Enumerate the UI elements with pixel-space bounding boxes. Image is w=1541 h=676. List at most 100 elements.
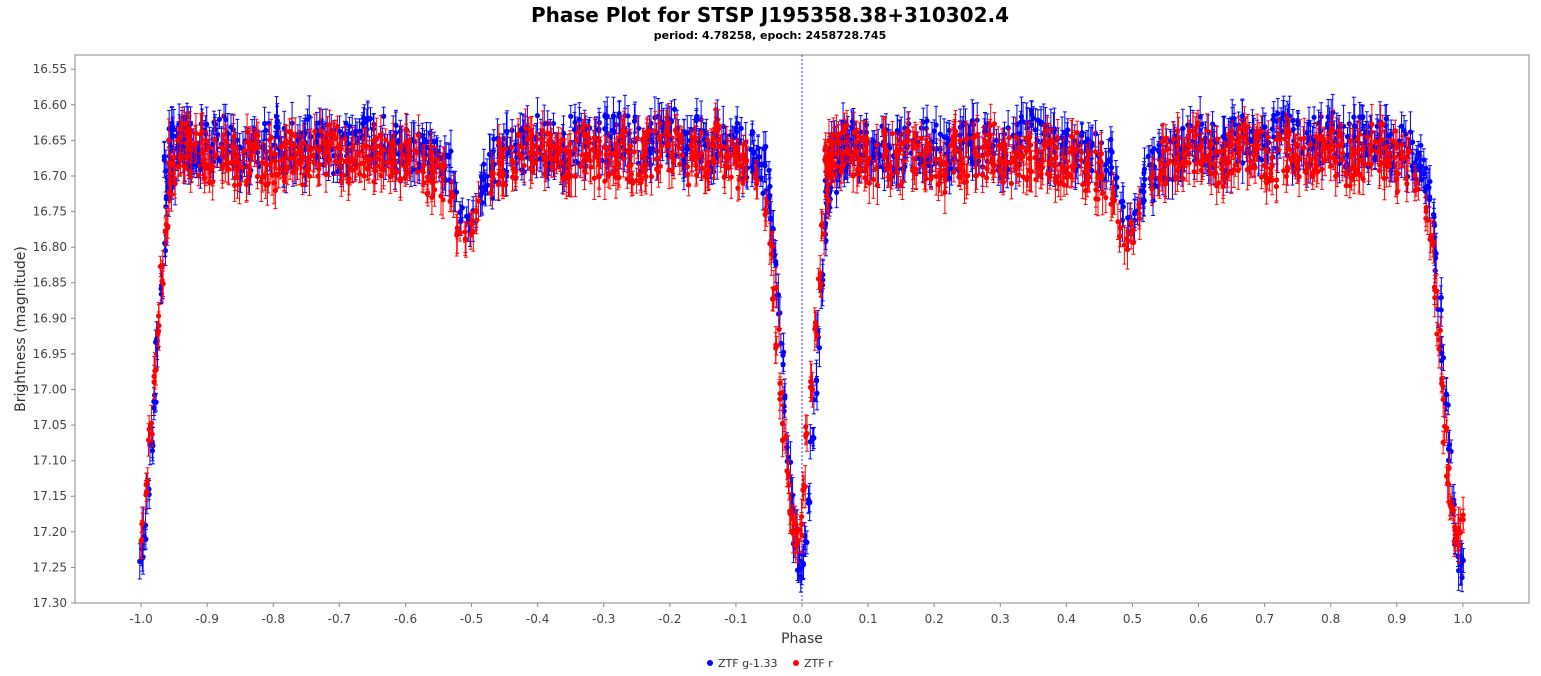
x-tick-label: -0.6 [394,612,417,626]
data-point [1089,167,1095,174]
data-point [631,118,638,124]
data-point [807,439,813,445]
data-point [360,115,367,121]
data-point [1032,127,1038,133]
data-point [802,538,808,544]
data-point [784,444,790,450]
data-point [482,186,489,192]
data-point [1156,148,1162,155]
data-point [1141,197,1147,203]
data-point [568,113,574,119]
data-point [446,177,452,183]
x-tick-label: 0.7 [1255,612,1274,626]
x-axis: -1.0 -0.9 -0.8 -0.7 -0.6 -0.5 -0.4 -0.3 -0.2 -0.1… [129,603,1472,626]
data-point [169,124,175,130]
x-tick-label: 0.4 [1057,612,1076,626]
data-point [204,121,210,127]
data-point [261,120,268,127]
data-point [693,117,699,124]
y-tick-label: 17.30 [33,596,67,610]
data-point [968,155,974,161]
data-point [775,292,781,298]
data-point [1020,119,1026,125]
data-point [770,226,776,232]
x-tick-label: -1.0 [129,612,152,626]
data-point [671,106,678,112]
data-point [876,151,883,158]
x-tick-label: -0.7 [328,612,351,626]
data-point [604,113,610,119]
data-point [1125,215,1131,221]
y-tick-label: 16.55 [33,62,67,76]
y-tick-label: 17.00 [33,382,67,396]
data-point [649,139,655,145]
data-point [223,116,229,123]
data-point [780,352,786,358]
data-point [1151,145,1157,152]
data-point [149,448,155,454]
data-point [648,120,654,127]
data-point [489,195,495,201]
data-point [545,120,551,127]
data-point [1079,130,1085,136]
x-tick-label: 0.1 [859,612,878,626]
data-point [534,112,541,119]
data-point [1113,176,1119,182]
data-point [153,399,159,405]
data-point [1138,188,1144,194]
data-point [446,154,452,160]
x-tick-label: 0.2 [925,612,944,626]
data-point [381,113,387,119]
data-point [216,116,223,122]
data-point [613,122,619,128]
chart-subtitle: period: 4.78258, epoch: 2458728.745 [654,29,887,42]
data-point [816,345,823,351]
data-point [616,114,623,120]
data-point [944,135,950,141]
data-point [365,117,371,123]
data-point [313,139,319,145]
data-point [1120,204,1126,210]
x-tick-label: -0.8 [262,612,285,626]
data-point [272,142,278,148]
x-tick-label: 0.9 [1387,612,1406,626]
data-point [755,154,761,160]
chart-title: Phase Plot for STSP J195358.38+310302.4 [531,3,1009,27]
data-point [550,120,557,127]
data-point [923,125,929,132]
data-point [306,114,312,120]
data-point [1197,114,1203,120]
data-point [334,169,340,175]
x-tick-label: -0.5 [460,612,483,626]
data-point [840,144,846,151]
y-tick-label: 16.95 [33,347,67,361]
data-point [346,123,353,129]
data-point [749,164,755,170]
y-tick-label: 16.65 [33,133,67,147]
y-tick-label: 17.20 [33,525,67,539]
data-point [761,146,767,152]
data-point [1005,125,1011,131]
x-tick-label: -0.4 [526,612,549,626]
data-point [993,137,1000,143]
y-tick-label: 16.75 [33,205,67,219]
data-point [273,124,279,130]
y-tick-label: 16.70 [33,169,67,183]
data-point [733,125,739,131]
x-tick-label: 1.0 [1453,612,1472,626]
data-point [211,119,217,125]
y-tick-label: 16.60 [33,98,67,112]
data-point [814,390,820,396]
data-point [970,122,977,128]
x-tick-label: -0.1 [724,612,747,626]
data-point [1108,147,1114,153]
data-point [596,127,602,133]
x-tick-label: 0.8 [1321,612,1340,626]
x-tick-label: -0.9 [195,612,218,626]
data-point [215,131,221,138]
y-tick-label: 17.25 [33,560,67,574]
x-tick-label: 0.3 [991,612,1010,626]
data-point [887,145,893,151]
data-point [787,459,794,465]
